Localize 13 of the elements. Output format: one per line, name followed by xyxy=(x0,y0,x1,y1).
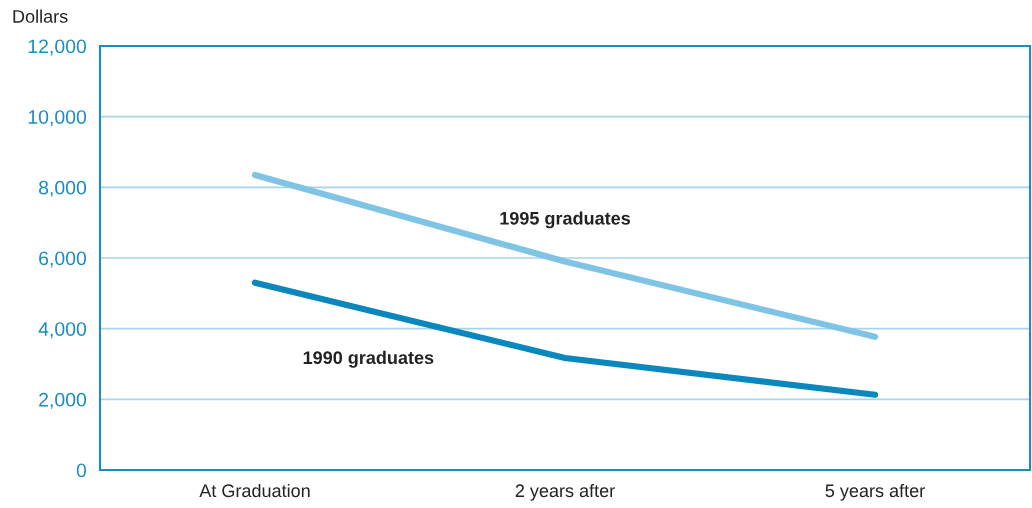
x-tick-label: At Graduation xyxy=(199,483,310,498)
x-tick-label: 2 years after xyxy=(515,483,615,501)
y-tick-label: 4,000 xyxy=(38,322,87,339)
y-tick-label: 6,000 xyxy=(39,251,87,268)
y-tick-label: 0 xyxy=(76,463,87,478)
y-tick-label: 8,000 xyxy=(39,180,87,197)
x-tick-label: 5 years after xyxy=(825,483,925,501)
y-axis-title: Dollars xyxy=(13,9,68,23)
series-label: 1990 graduates xyxy=(303,350,434,368)
series-label: 1995 graduates xyxy=(500,211,630,229)
y-tick-label: 10,000 xyxy=(28,110,87,127)
y-tick-label: 2,000 xyxy=(39,392,87,409)
y-tick-label: 12,000 xyxy=(28,39,87,56)
